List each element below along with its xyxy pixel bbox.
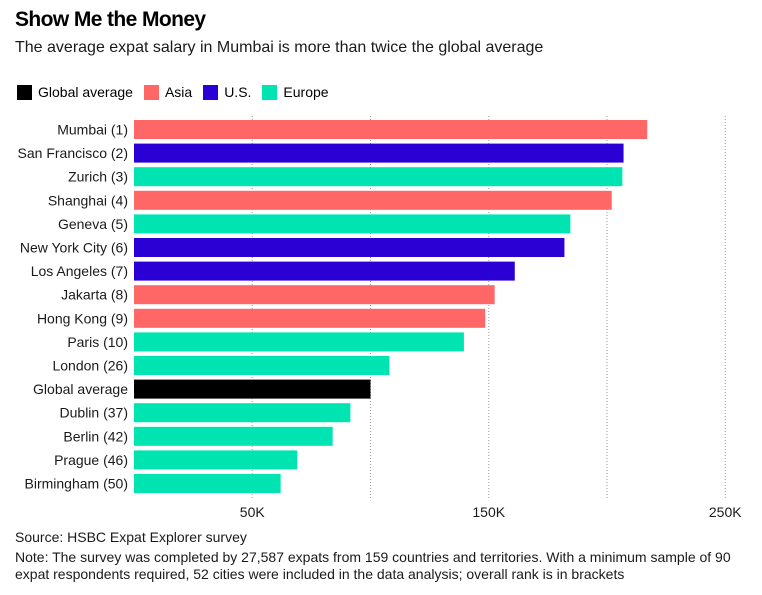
bar <box>134 332 464 352</box>
bar <box>134 120 648 139</box>
chart-title: Show Me the Money <box>15 8 206 31</box>
legend-item-us: U.S. <box>203 84 251 100</box>
category-label: Global average <box>33 381 128 397</box>
bar <box>134 167 623 187</box>
category-label: Geneva (5) <box>58 216 128 232</box>
legend-swatch-asia <box>143 84 159 100</box>
legend-label-us: U.S. <box>224 84 252 100</box>
category-label: Shanghai (4) <box>48 192 128 208</box>
x-tick-label: 50K <box>240 504 266 520</box>
legend-label-europe: Europe <box>283 84 329 100</box>
bar <box>134 214 571 234</box>
category-label: Hong Kong (9) <box>37 310 128 326</box>
bar <box>134 426 333 446</box>
bar <box>134 308 486 328</box>
category-label: Mumbai (1) <box>57 122 128 138</box>
bar <box>134 474 281 493</box>
bar <box>134 238 565 257</box>
legend: Global average Asia U.S. Europe <box>17 83 340 101</box>
legend-item-asia: Asia <box>143 84 193 100</box>
category-label: Los Angeles (7) <box>31 263 128 279</box>
legend-swatch-us <box>203 84 219 100</box>
category-label: Birmingham (50) <box>25 476 128 492</box>
x-tick-label: 150K <box>472 504 505 520</box>
category-label: Prague (46) <box>54 452 128 468</box>
category-label: New York City (6) <box>20 240 128 256</box>
bar <box>134 403 351 423</box>
category-label: Dublin (37) <box>60 405 128 421</box>
bar <box>134 190 612 210</box>
bar <box>134 379 371 399</box>
legend-swatch-global-average <box>17 84 32 100</box>
bar <box>134 143 624 163</box>
source-note: Source: HSBC Expat Explorer survey <box>15 529 247 545</box>
category-label: London (26) <box>52 358 128 374</box>
legend-label-global-average: Global average <box>38 84 133 100</box>
category-label: Berlin (42) <box>63 428 128 444</box>
category-label: San Francisco (2) <box>18 145 128 161</box>
chart-subtitle: The average expat salary in Mumbai is mo… <box>15 39 544 56</box>
x-tick-label: 250K <box>709 504 742 520</box>
footnote: Note: The survey was completed by 27,587… <box>15 549 731 582</box>
bar <box>134 285 495 305</box>
category-label: Zurich (3) <box>68 169 128 185</box>
category-label: Paris (10) <box>67 334 128 350</box>
legend-item-europe: Europe <box>262 84 329 100</box>
bar <box>134 356 390 375</box>
legend-swatch-europe <box>262 84 278 100</box>
bar <box>134 450 298 470</box>
bar <box>134 261 515 281</box>
legend-label-asia: Asia <box>164 84 193 100</box>
legend-item-global-average: Global average <box>17 84 133 100</box>
category-label: Jakarta (8) <box>61 287 128 303</box>
